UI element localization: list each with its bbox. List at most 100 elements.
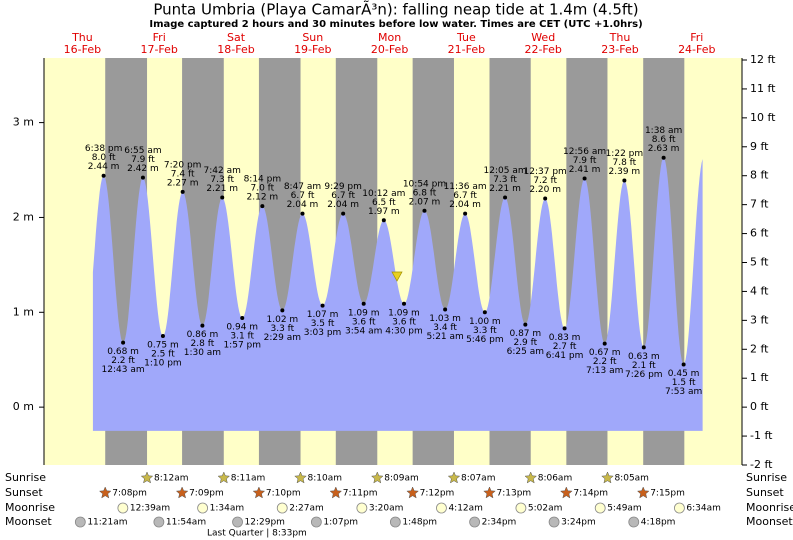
high-tide-label: 2.04 m xyxy=(449,200,481,210)
high-tide-label: 6:38 pm xyxy=(85,144,123,154)
low-tide-label: 0.86 m xyxy=(187,330,219,340)
moonrise-icon xyxy=(117,502,129,514)
tide-extreme xyxy=(622,178,627,183)
moonset-time: 1:07pm xyxy=(323,518,358,528)
tide-extreme xyxy=(661,155,666,160)
day-name: Fri xyxy=(690,31,703,44)
low-tide-label: 2.1 ft xyxy=(632,361,656,371)
high-tide-label: 2.27 m xyxy=(167,178,199,188)
tide-extreme xyxy=(361,301,366,306)
moonset-time: 1:48pm xyxy=(402,518,437,528)
low-tide-label: 2.7 ft xyxy=(553,342,577,352)
high-tide-label: 1.97 m xyxy=(368,207,400,217)
low-tide-label: 1.09 m xyxy=(388,308,420,318)
high-tide-label: 2.63 m xyxy=(648,144,680,154)
tide-extreme xyxy=(180,189,185,194)
sunrise-icon xyxy=(524,471,538,484)
low-tide-label: 3:54 am xyxy=(345,326,382,336)
low-tide-label: 7:13 am xyxy=(586,366,623,376)
low-tide-label: 3.5 ft xyxy=(311,319,335,329)
day-date: 18-Feb xyxy=(217,43,254,56)
tide-extreme xyxy=(320,303,325,308)
low-tide-label: 5:21 am xyxy=(426,332,463,342)
high-tide-label: 9:29 pm xyxy=(324,182,362,192)
low-tide-label: 1.5 ft xyxy=(672,378,696,388)
high-tide-label: 6.7 ft xyxy=(331,191,355,201)
low-tide-label: 3.4 ft xyxy=(433,323,457,333)
moonrise-time: 1:34am xyxy=(210,504,245,514)
low-tide-label: 3.6 ft xyxy=(392,317,416,327)
low-tide-label: 1.00 m xyxy=(469,317,501,327)
moonrise-time: 6:34am xyxy=(686,504,721,514)
high-tide-label: 2.39 m xyxy=(609,167,641,177)
y2-tick-label: -1 ft xyxy=(750,429,773,442)
sunrise-icon xyxy=(601,471,614,484)
moonset-icon xyxy=(310,516,322,528)
high-tide-label: 8:14 pm xyxy=(244,175,282,185)
day-name: Mon xyxy=(378,31,401,44)
sunrise-time: 8:12am xyxy=(154,474,189,484)
y2-tick-label: 0 ft xyxy=(750,400,769,413)
sunrise-time: 8:07am xyxy=(461,474,496,484)
moonset-icon xyxy=(232,516,243,528)
high-tide-label: 2.41 m xyxy=(569,165,601,175)
y-tick-label: 0 m xyxy=(13,400,34,413)
sunrise-time: 8:10am xyxy=(308,474,343,484)
high-tide-label: 7.3 ft xyxy=(210,175,234,185)
y2-tick-label: 4 ft xyxy=(750,284,769,297)
high-tide-label: 10:54 pm xyxy=(403,179,446,189)
high-tide-label: 6.8 ft xyxy=(413,188,437,198)
low-tide-label: 3.1 ft xyxy=(230,331,254,341)
tide-extreme xyxy=(121,340,126,345)
tide-extreme xyxy=(641,345,646,350)
sunset-icon xyxy=(559,486,573,499)
tide-extreme xyxy=(101,173,106,178)
moonrise-row-label-right: Moonrise xyxy=(746,501,793,514)
high-tide-label: 6.5 ft xyxy=(372,198,396,208)
day-date: 20-Feb xyxy=(371,43,408,56)
high-tide-label: 7.4 ft xyxy=(171,169,195,179)
high-tide-label: 2.04 m xyxy=(327,200,359,210)
sunset-time: 7:08pm xyxy=(112,489,147,499)
sunset-icon xyxy=(329,486,343,499)
tide-extreme xyxy=(200,323,205,328)
low-tide-label: 2.9 ft xyxy=(513,338,537,348)
moonset-icon xyxy=(628,516,640,528)
low-tide-label: 6:41 pm xyxy=(546,351,584,361)
high-tide-label: 2.21 m xyxy=(489,184,521,194)
moonrise-row-label: Moonrise xyxy=(5,501,55,514)
sunset-row-label-right: Sunset xyxy=(746,486,784,499)
tide-extreme xyxy=(300,211,305,216)
low-tide-label: 0.87 m xyxy=(509,329,541,339)
moonset-icon xyxy=(389,516,401,528)
high-tide-label: 7.3 ft xyxy=(493,175,517,185)
moonset-time: 11:21am xyxy=(87,518,127,528)
low-tide-label: 0.75 m xyxy=(147,341,179,351)
y2-tick-label: 3 ft xyxy=(750,313,769,326)
sunrise-icon xyxy=(294,471,307,484)
day-name: Thu xyxy=(609,31,631,44)
moonrise-time: 5:49am xyxy=(607,504,642,514)
tide-extreme xyxy=(562,326,567,331)
moonrise-icon xyxy=(197,502,209,514)
y2-tick-label: 5 ft xyxy=(750,256,769,269)
moonrise-time: 4:12am xyxy=(448,504,483,514)
low-tide-label: 2.8 ft xyxy=(191,339,215,349)
tide-extreme xyxy=(582,176,587,181)
moonset-icon xyxy=(548,516,560,528)
low-tide-label: 0.68 m xyxy=(107,347,139,357)
moonset-icon xyxy=(469,516,481,528)
sunset-time: 7:11pm xyxy=(343,489,378,499)
chart-title: Punta Umbria (Playa CamarÃ³n): falling n… xyxy=(153,0,638,19)
moonrise-icon xyxy=(436,502,447,514)
sunset-time: 7:14pm xyxy=(573,489,608,499)
sunrise-time: 8:05am xyxy=(614,474,649,484)
chart-subtitle: Image captured 2 hours and 30 minutes be… xyxy=(149,19,642,30)
sunrise-icon xyxy=(217,471,231,484)
low-tide-label: 1.09 m xyxy=(348,308,380,318)
low-tide-label: 2.2 ft xyxy=(593,357,617,367)
low-tide-label: 1:10 pm xyxy=(144,359,182,369)
y2-tick-label: -2 ft xyxy=(750,458,773,471)
day-date: 22-Feb xyxy=(524,43,561,56)
